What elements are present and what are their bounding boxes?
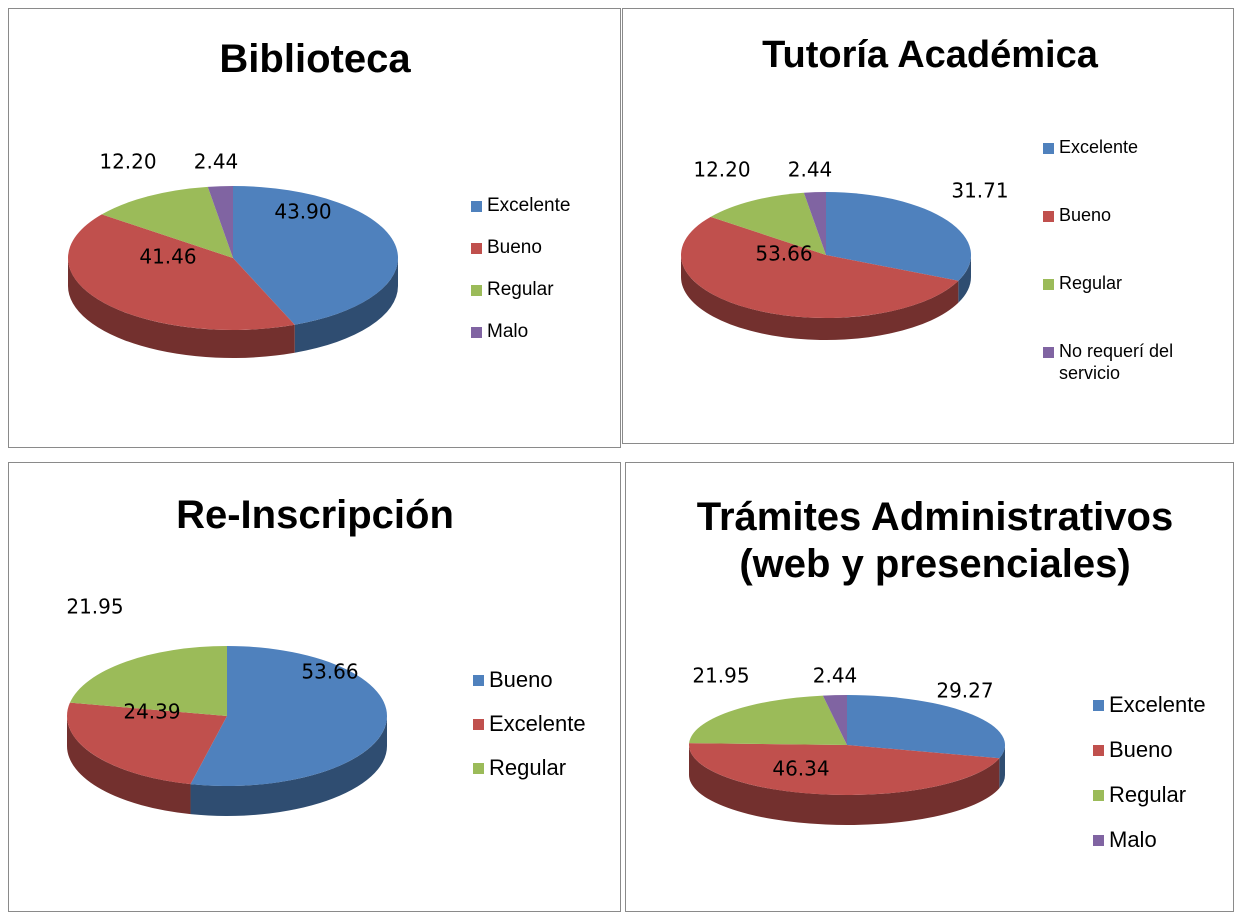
data-label: 21.95 bbox=[692, 664, 749, 688]
pie-slice bbox=[207, 186, 233, 258]
legend-item: Malo bbox=[1093, 827, 1233, 872]
legend-label: Excelente bbox=[489, 711, 586, 736]
legend-item: No requerí del servicio bbox=[1043, 341, 1193, 409]
legend-swatch bbox=[1093, 700, 1104, 712]
pie-slice bbox=[190, 646, 388, 786]
legend-label: Excelente bbox=[1109, 692, 1206, 717]
data-label: 2.44 bbox=[813, 664, 858, 688]
legend: Excelente Bueno Regular Malo bbox=[471, 195, 611, 363]
pie-slice bbox=[67, 702, 227, 785]
legend-label: No requerí del servicio bbox=[1059, 341, 1174, 383]
pie-side bbox=[294, 258, 398, 353]
legend-swatch bbox=[471, 327, 482, 339]
legend-item: Regular bbox=[473, 755, 613, 799]
pie-slice bbox=[69, 646, 227, 716]
data-label: 2.44 bbox=[194, 150, 239, 174]
legend-label: Bueno bbox=[489, 667, 553, 692]
pie-side bbox=[67, 716, 191, 815]
legend-item: Excelente bbox=[473, 711, 613, 755]
pie-side bbox=[999, 745, 1005, 789]
pie-slice bbox=[710, 192, 826, 255]
pie-side bbox=[190, 716, 387, 816]
legend-item: Bueno bbox=[473, 667, 613, 711]
legend-item: Regular bbox=[471, 279, 611, 321]
legend-item: Bueno bbox=[471, 237, 611, 279]
data-label: 24.39 bbox=[123, 700, 180, 724]
legend-swatch bbox=[1043, 142, 1054, 154]
data-label: 29.27 bbox=[936, 679, 993, 703]
chart-title: Trámites Administrativos (web y presenci… bbox=[696, 495, 1174, 586]
legend-item: Malo bbox=[471, 321, 611, 363]
data-label: 46.34 bbox=[772, 757, 829, 781]
legend-swatch bbox=[471, 243, 482, 255]
pie-slice bbox=[803, 192, 826, 255]
legend: Excelente Bueno Regular No requerí del serv… bbox=[1043, 137, 1193, 409]
chart-title: Re-Inscripción bbox=[176, 493, 454, 537]
pie-slice bbox=[233, 185, 399, 325]
legend-item: Bueno bbox=[1093, 737, 1233, 782]
legend-label: Malo bbox=[487, 321, 529, 342]
legend-label: Regular bbox=[489, 755, 567, 780]
legend-label: Excelente bbox=[487, 195, 571, 216]
legend-label: Bueno bbox=[487, 237, 542, 258]
legend-item: Excelente bbox=[471, 195, 611, 237]
data-label: 53.66 bbox=[301, 660, 358, 684]
pie-side bbox=[689, 745, 1000, 825]
legend-label: Bueno bbox=[1109, 737, 1173, 762]
panel bbox=[8, 8, 621, 448]
legend-item: Bueno bbox=[1043, 205, 1193, 273]
legend-swatch bbox=[1093, 790, 1104, 802]
pie-slice bbox=[681, 216, 959, 318]
pie-side bbox=[68, 258, 295, 358]
legend-swatch bbox=[473, 675, 484, 687]
data-label: 43.90 bbox=[274, 200, 331, 224]
legend-label: Malo bbox=[1109, 827, 1157, 852]
pie-side bbox=[681, 255, 959, 341]
data-label: 12.20 bbox=[99, 150, 156, 174]
legend-swatch bbox=[471, 285, 482, 297]
pie-side bbox=[958, 255, 971, 303]
chart-title: Biblioteca bbox=[219, 37, 411, 81]
legend-label: Excelente bbox=[1059, 137, 1139, 157]
legend-label: Regular bbox=[1059, 273, 1123, 293]
pie-slice bbox=[689, 695, 847, 745]
data-label: 12.20 bbox=[693, 158, 750, 182]
pie-slice bbox=[826, 192, 971, 281]
pie-slice bbox=[101, 186, 233, 258]
legend-item: Regular bbox=[1093, 782, 1233, 827]
legend: Bueno Excelente Regular bbox=[473, 667, 613, 799]
legend-item: Excelente bbox=[1043, 137, 1193, 205]
legend-swatch bbox=[1043, 346, 1054, 358]
legend-label: Regular bbox=[487, 279, 554, 300]
pie-slice bbox=[847, 695, 1005, 759]
pie-slice bbox=[822, 695, 847, 745]
data-label: 31.71 bbox=[951, 179, 1008, 203]
legend-item: Excelente bbox=[1093, 692, 1233, 737]
legend-swatch bbox=[473, 719, 484, 731]
legend-swatch bbox=[473, 763, 484, 775]
data-label: 53.66 bbox=[755, 242, 812, 266]
legend-swatch bbox=[471, 201, 482, 213]
legend-item: Regular bbox=[1043, 273, 1193, 341]
legend-label: Bueno bbox=[1059, 205, 1112, 225]
pie-slice bbox=[67, 214, 295, 331]
legend-swatch bbox=[1043, 210, 1054, 222]
pie-slice bbox=[689, 743, 1000, 795]
legend-swatch bbox=[1093, 745, 1104, 757]
legend-swatch bbox=[1093, 835, 1104, 847]
legend: Excelente Bueno Regular Malo bbox=[1093, 692, 1233, 872]
data-label: 21.95 bbox=[66, 595, 123, 619]
legend-label: Regular bbox=[1109, 782, 1187, 807]
legend-swatch bbox=[1043, 278, 1054, 290]
chart-title: Tutoría Académica bbox=[762, 34, 1098, 76]
data-label: 41.46 bbox=[139, 245, 196, 269]
data-label: 2.44 bbox=[788, 158, 833, 182]
